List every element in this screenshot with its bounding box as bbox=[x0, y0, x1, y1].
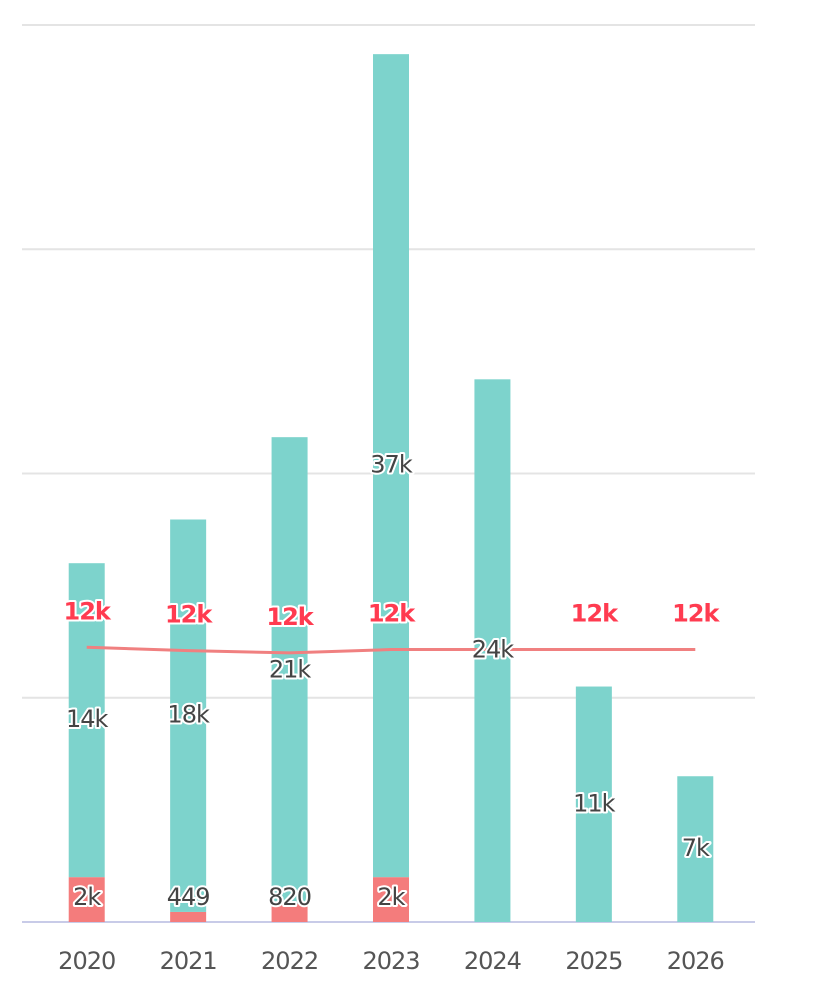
bar-value-label: 449 bbox=[167, 883, 210, 911]
bar-value-label: 24k bbox=[472, 636, 515, 664]
x-tick-label: 2023 bbox=[362, 947, 419, 975]
line-value-label: 12k bbox=[571, 600, 619, 628]
bar-value-label: 11k bbox=[573, 789, 616, 817]
x-tick-label: 2021 bbox=[160, 947, 217, 975]
x-tick-label: 2024 bbox=[464, 947, 521, 975]
bar-segment bbox=[271, 903, 308, 922]
line bbox=[86, 645, 696, 655]
bar-value-label: 2k bbox=[377, 883, 405, 911]
line-value-label: 12k bbox=[266, 603, 314, 631]
bar-segment bbox=[271, 437, 308, 904]
bar-segment bbox=[170, 911, 207, 922]
bar-segment bbox=[373, 877, 409, 922]
x-tick-label: 2020 bbox=[58, 947, 115, 975]
bar-segment bbox=[68, 877, 105, 922]
bar-value-label: 21k bbox=[269, 655, 312, 683]
x-tick-label: 2025 bbox=[565, 947, 622, 975]
bar-segment bbox=[170, 519, 207, 912]
bar-value-label: 7k bbox=[682, 834, 710, 862]
line-value-label: 12k bbox=[672, 600, 720, 628]
bar-segment bbox=[68, 563, 105, 878]
x-tick-label: 2026 bbox=[667, 947, 724, 975]
bar-value-label: 37k bbox=[370, 451, 413, 479]
line-value-label: 12k bbox=[368, 600, 416, 628]
bar-value-label: 2k bbox=[73, 883, 101, 911]
bar-segment bbox=[575, 686, 612, 922]
bar-segment bbox=[373, 54, 409, 878]
bar-value-label: 820 bbox=[268, 883, 311, 911]
bar-segment bbox=[677, 776, 714, 922]
line-value-label: 12k bbox=[64, 597, 112, 625]
line-value-label: 12k bbox=[165, 601, 213, 629]
bar-value-label: 18k bbox=[167, 701, 210, 729]
x-tick-label: 2022 bbox=[261, 947, 318, 975]
bar-value-label: 14k bbox=[66, 705, 109, 733]
